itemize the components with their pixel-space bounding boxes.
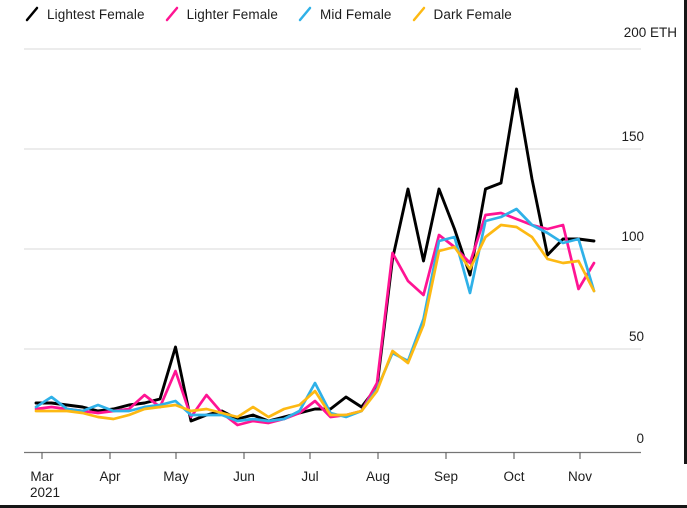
x-label-jul: Jul: [301, 469, 318, 484]
series-line-dark-female: [34, 223, 596, 421]
x-label-mar: Mar: [30, 469, 54, 484]
x-label-nov: Nov: [568, 469, 592, 484]
y-axis-labels: 200 ETH 150 100 50 0: [621, 25, 677, 446]
y-label-0: 0: [636, 431, 644, 446]
series-line-mid-female: [34, 207, 596, 423]
y-label-200: 200 ETH: [624, 25, 677, 40]
y-label-150: 150: [621, 129, 644, 144]
legend-item-lighter-female[interactable]: Lighter Female: [164, 6, 278, 22]
legend-label: Lightest Female: [47, 6, 145, 22]
line-swatch-icon: [298, 6, 312, 22]
x-axis-ticks: [41, 452, 581, 459]
x-label-jun: Jun: [233, 469, 255, 484]
legend-item-mid-female[interactable]: Mid Female: [297, 6, 392, 22]
legend: Lightest Female Lighter Female Mid Femal…: [24, 6, 512, 22]
legend-item-dark-female[interactable]: Dark Female: [411, 6, 512, 22]
y-label-100: 100: [621, 229, 644, 244]
y-label-50: 50: [629, 329, 644, 344]
legend-label: Lighter Female: [186, 6, 279, 22]
legend-label: Mid Female: [320, 6, 392, 22]
x-label-apr: Apr: [99, 469, 121, 484]
legend-label: Dark Female: [433, 6, 512, 22]
x-label-aug: Aug: [366, 469, 390, 484]
line-swatch-icon: [412, 6, 425, 22]
x-label-may: May: [163, 469, 189, 484]
series-lines: [34, 87, 596, 427]
x-label-sep: Sep: [434, 469, 458, 484]
window-right-edge: [684, 0, 687, 464]
series-line-lightest-female: [34, 87, 596, 423]
gridlines: [24, 48, 641, 350]
legend-item-lightest-female[interactable]: Lightest Female: [24, 6, 145, 22]
window-bottom-edge: [0, 505, 687, 508]
x-axis-year-label: 2021: [30, 485, 60, 500]
line-swatch-icon: [165, 6, 178, 22]
line-swatch-icon: [25, 6, 39, 22]
x-label-oct: Oct: [503, 469, 524, 484]
x-axis-labels: Mar Apr May Jun Jul Aug Sep Oct Nov 2021: [30, 469, 592, 500]
series-line-lighter-female: [34, 211, 596, 427]
